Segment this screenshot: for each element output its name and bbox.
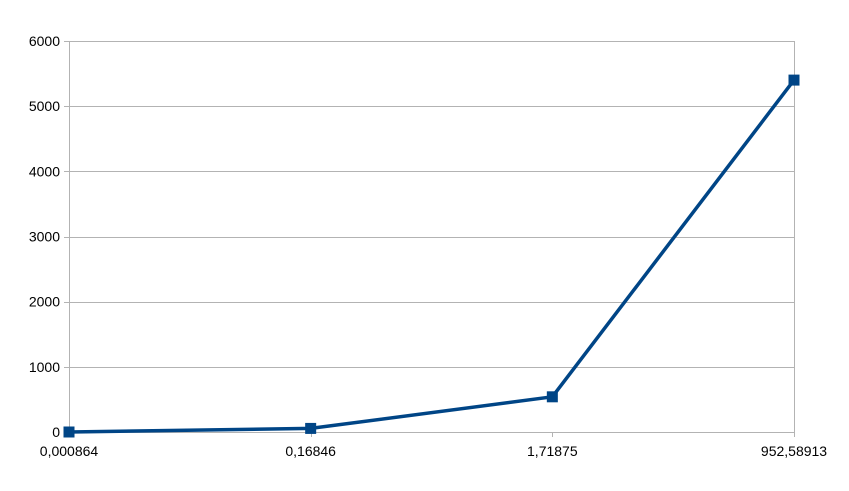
data-point-marker: [546, 391, 558, 403]
x-tick-label: 0,000864: [40, 443, 99, 459]
x-tick-labels: 0,000864 0,16846 1,71875 952,58913: [40, 443, 828, 459]
y-tick-label: 1000: [29, 359, 60, 375]
y-tick-label: 5000: [29, 98, 60, 114]
y-tick-label: 3000: [29, 229, 60, 245]
x-tick-label: 952,58913: [761, 443, 827, 459]
y-tick-label: 0: [52, 424, 60, 440]
y-tick-labels: 0 1000 2000 3000 4000 5000 6000: [29, 33, 60, 440]
data-point-marker: [63, 426, 75, 438]
x-tick-label: 1,71875: [527, 443, 578, 459]
x-tick-label: 0,16846: [285, 443, 336, 459]
series-line: [67, 78, 796, 434]
data-point-marker: [305, 422, 317, 434]
series-layer: [63, 74, 800, 438]
data-point-marker: [788, 74, 800, 86]
y-tick-label: 2000: [29, 294, 60, 310]
axes: [64, 41, 795, 437]
y-tick-label: 6000: [29, 33, 60, 49]
y-tick-label: 4000: [29, 163, 60, 179]
grid-lines: [69, 41, 794, 433]
